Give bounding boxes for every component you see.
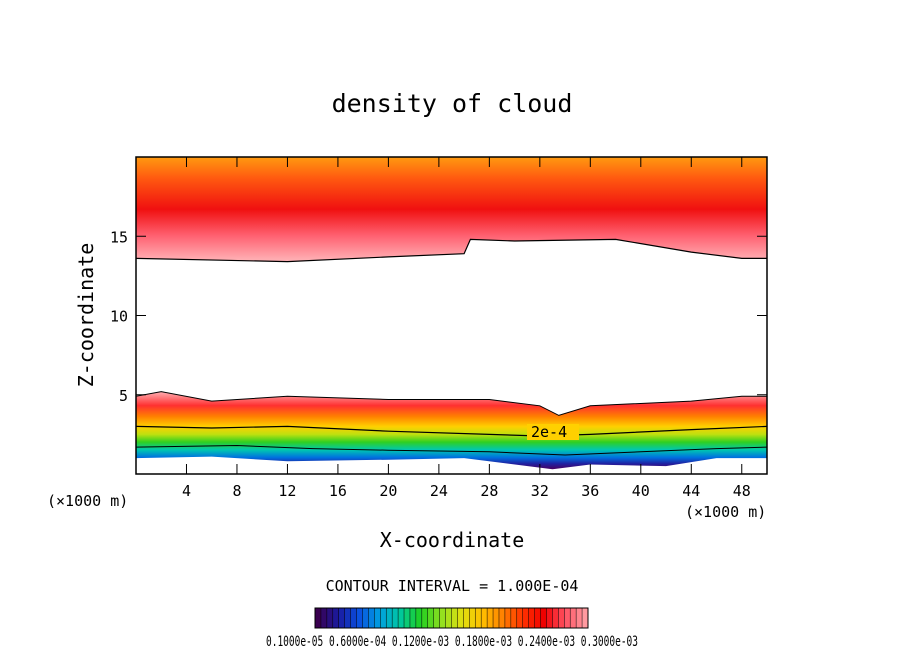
colorbar-swatch <box>368 608 375 628</box>
chart-title: density of cloud <box>332 89 573 118</box>
colorbar-swatch <box>392 608 399 628</box>
colorbar-swatch <box>534 608 541 628</box>
x-tick-label: 36 <box>581 482 599 500</box>
colorbar-swatch <box>362 608 369 628</box>
colorbar-swatch <box>528 608 535 628</box>
colorbar-swatch <box>522 608 529 628</box>
x-tick-label: 20 <box>379 482 397 500</box>
x-tick-label: 4 <box>182 482 191 500</box>
colorbar-swatch <box>552 608 559 628</box>
contour-2e-4-line <box>136 425 767 437</box>
colorbar-swatch <box>546 608 553 628</box>
x-tick-label: 40 <box>632 482 650 500</box>
colorbar-swatch <box>439 608 446 628</box>
upper-cloud-band <box>136 157 767 262</box>
colorbar-swatch <box>558 608 565 628</box>
contour-interval: CONTOUR INTERVAL = 1.000E-04 <box>326 577 579 595</box>
colorbar-swatch <box>350 608 357 628</box>
colorbar-swatch <box>582 608 589 628</box>
colorbar-swatch <box>326 608 334 628</box>
colorbar-swatch <box>427 608 434 628</box>
x-tick-label: 12 <box>278 482 296 500</box>
colorbar-swatch <box>451 608 458 628</box>
colorbar-swatch <box>481 608 488 628</box>
colorbar-swatch <box>516 608 524 628</box>
colorbar-swatch <box>415 608 423 628</box>
colorbar-swatch <box>320 608 328 628</box>
colorbar-swatch <box>504 608 512 628</box>
x-axis-ticks: 4 8 12 16 20 24 28 32 36 40 44 48 <box>182 157 751 500</box>
x-tick-label: 8 <box>232 482 241 500</box>
colorbar-swatch <box>570 608 577 628</box>
x-axis-label: X-coordinate <box>380 528 525 552</box>
colorbar-swatch <box>445 608 452 628</box>
colorbar-swatch <box>576 608 583 628</box>
lower-cloud-band <box>136 391 767 470</box>
colorbar-swatch <box>493 608 500 628</box>
colorbar-labels: 0.1000e-05 0.6000e-04 0.1200e-03 0.1800e… <box>266 634 638 650</box>
colorbar-swatch <box>475 608 482 628</box>
colorbar-swatch <box>338 608 345 628</box>
lower-contour-line <box>136 444 767 456</box>
colorbar-swatch <box>564 608 571 628</box>
y-tick-label: 5 <box>119 387 128 405</box>
x-tick-label: 28 <box>480 482 498 500</box>
x-tick-label: 32 <box>531 482 549 500</box>
colorbar-swatch <box>344 608 351 628</box>
y-tick-label: 10 <box>110 308 128 326</box>
colorbar-swatch <box>457 608 464 628</box>
colorbar-swatch <box>463 608 470 628</box>
x-unit-right: (×1000 m) <box>685 503 766 521</box>
colorbar-swatch <box>540 608 547 628</box>
colorbar-swatch <box>498 608 506 628</box>
x-unit-left: (×1000 m) <box>47 492 128 510</box>
lower-top-contour-line <box>136 391 767 416</box>
colorbar-swatch <box>380 608 387 628</box>
colorbar-swatch <box>487 608 494 628</box>
contour-label: 2e-4 <box>531 423 567 441</box>
colorbar-swatch <box>409 608 417 628</box>
colorbar-swatch <box>374 608 381 628</box>
colorbar-swatch <box>404 608 411 628</box>
colorbar-swatch <box>386 608 393 628</box>
y-axis-ticks: 5 10 15 <box>110 228 767 405</box>
x-tick-label: 44 <box>682 482 700 500</box>
colorbar <box>314 608 589 628</box>
colorbar-swatch <box>510 608 518 628</box>
y-tick-label: 15 <box>110 228 128 246</box>
y-axis-label: Z-coordinate <box>74 243 98 388</box>
colorbar-swatch <box>433 608 440 628</box>
colorbar-swatch <box>421 608 429 628</box>
colorbar-swatch <box>469 608 476 628</box>
colorbar-swatch <box>315 608 322 628</box>
upper-contour-line <box>136 238 767 263</box>
x-tick-label: 48 <box>733 482 751 500</box>
colorbar-swatch <box>356 608 363 628</box>
colorbar-swatch <box>332 608 340 628</box>
x-tick-label: 16 <box>329 482 347 500</box>
colorbar-swatch <box>398 608 405 628</box>
x-tick-label: 24 <box>430 482 448 500</box>
